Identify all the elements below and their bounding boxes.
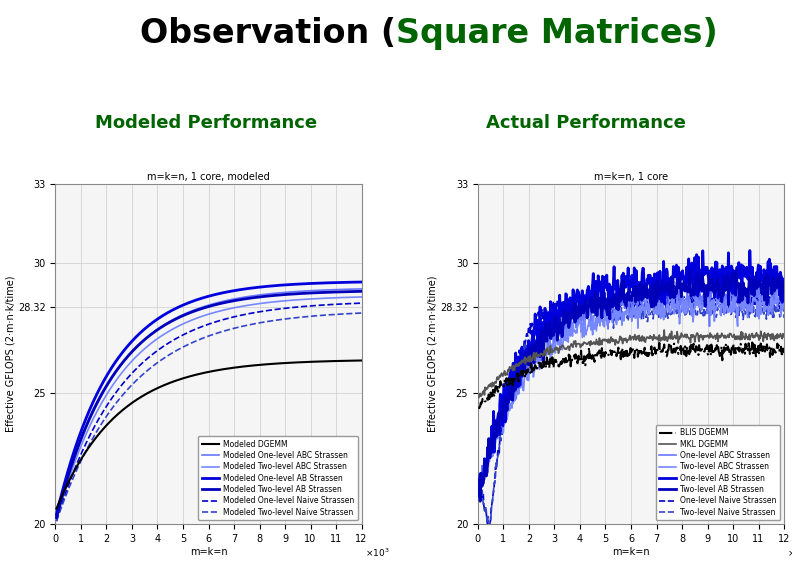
Text: Square Matrices): Square Matrices) (396, 17, 718, 50)
Text: Observation (: Observation ( (140, 17, 396, 50)
Text: Observation (Square Matrices): Observation (Square Matrices) (107, 17, 685, 50)
X-axis label: m=k=n: m=k=n (190, 547, 227, 556)
Y-axis label: Effective GFLOPS (2·m·n·k/time): Effective GFLOPS (2·m·n·k/time) (6, 276, 15, 433)
Legend: Modeled DGEMM, Modeled One-level ABC Strassen, Modeled Two-level ABC Strassen, M: Modeled DGEMM, Modeled One-level ABC Str… (198, 436, 358, 520)
Legend: BLIS DGEMM, MKL DGEMM, One-level ABC Strassen, Two-level ABC Strassen, One-level: BLIS DGEMM, MKL DGEMM, One-level ABC Str… (656, 425, 780, 520)
X-axis label: m=k=n: m=k=n (612, 547, 649, 556)
Text: Modeled Performance: Modeled Performance (95, 115, 317, 132)
Y-axis label: Effective GFLOPS (2·m·n·k/time): Effective GFLOPS (2·m·n·k/time) (428, 276, 438, 433)
Text: $\times10^3$: $\times10^3$ (364, 546, 389, 559)
Text: Actual Performance: Actual Performance (486, 115, 686, 132)
Title: m=k=n, 1 core, modeled: m=k=n, 1 core, modeled (147, 172, 270, 182)
Text: $\times10^3$: $\times10^3$ (787, 546, 792, 559)
Title: m=k=n, 1 core: m=k=n, 1 core (594, 172, 668, 182)
